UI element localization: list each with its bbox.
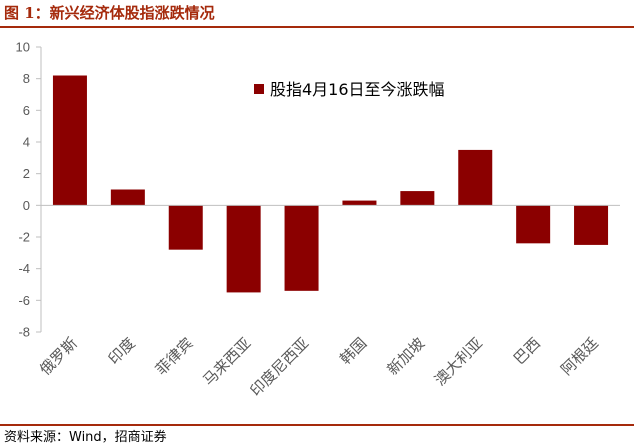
bar xyxy=(458,149,493,206)
legend-label: 股指4月16日至今涨跌幅 xyxy=(270,80,445,99)
bar xyxy=(168,205,203,250)
y-tick-label: 6 xyxy=(23,103,30,118)
y-tick-label: -8 xyxy=(18,325,30,340)
title-rule xyxy=(0,26,634,28)
source-note: 资料来源：Wind，招商证券 xyxy=(4,430,167,445)
figure-title-text: 新兴经济体股指涨跌情况 xyxy=(49,4,215,22)
bar xyxy=(516,205,551,244)
bar xyxy=(284,205,319,291)
bar xyxy=(110,189,145,206)
y-tick-label: 0 xyxy=(23,198,30,213)
figure-label: 图 1： xyxy=(4,4,50,22)
x-tick-label: 巴西 xyxy=(510,334,544,368)
y-tick-label: 8 xyxy=(23,71,30,86)
x-tick-label: 印度 xyxy=(105,334,139,368)
x-tick-label: 菲律宾 xyxy=(152,334,197,379)
x-tick-label: 印度尼西亚 xyxy=(247,334,313,400)
legend: 股指4月16日至今涨跌幅 xyxy=(254,80,445,99)
x-tick-label: 韩国 xyxy=(336,334,370,368)
y-tick-label: 10 xyxy=(16,40,30,55)
figure-title: 图 1：新兴经济体股指涨跌情况 xyxy=(4,2,215,23)
y-tick-label: -4 xyxy=(18,261,30,276)
bar xyxy=(226,205,261,293)
y-tick-label: -6 xyxy=(18,293,30,308)
y-axis: 10 8 6 4 2 0 -2 -4 -6 -8 xyxy=(16,40,42,340)
x-tick-label: 马来西亚 xyxy=(199,334,254,389)
x-tick-label: 澳大利亚 xyxy=(431,334,486,389)
bar xyxy=(52,75,87,206)
bar xyxy=(574,205,609,245)
bars xyxy=(52,75,609,293)
x-tick-label: 俄罗斯 xyxy=(36,334,81,379)
legend-swatch xyxy=(254,84,264,94)
bar xyxy=(400,191,435,206)
x-tick-label: 阿根廷 xyxy=(557,334,602,379)
bar xyxy=(342,200,377,206)
footer-rule xyxy=(0,424,634,426)
y-tick-label: 2 xyxy=(23,166,30,181)
y-tick-label: 4 xyxy=(23,135,30,150)
x-tick-label: 新加坡 xyxy=(384,334,429,379)
y-tick-label: -2 xyxy=(18,230,30,245)
